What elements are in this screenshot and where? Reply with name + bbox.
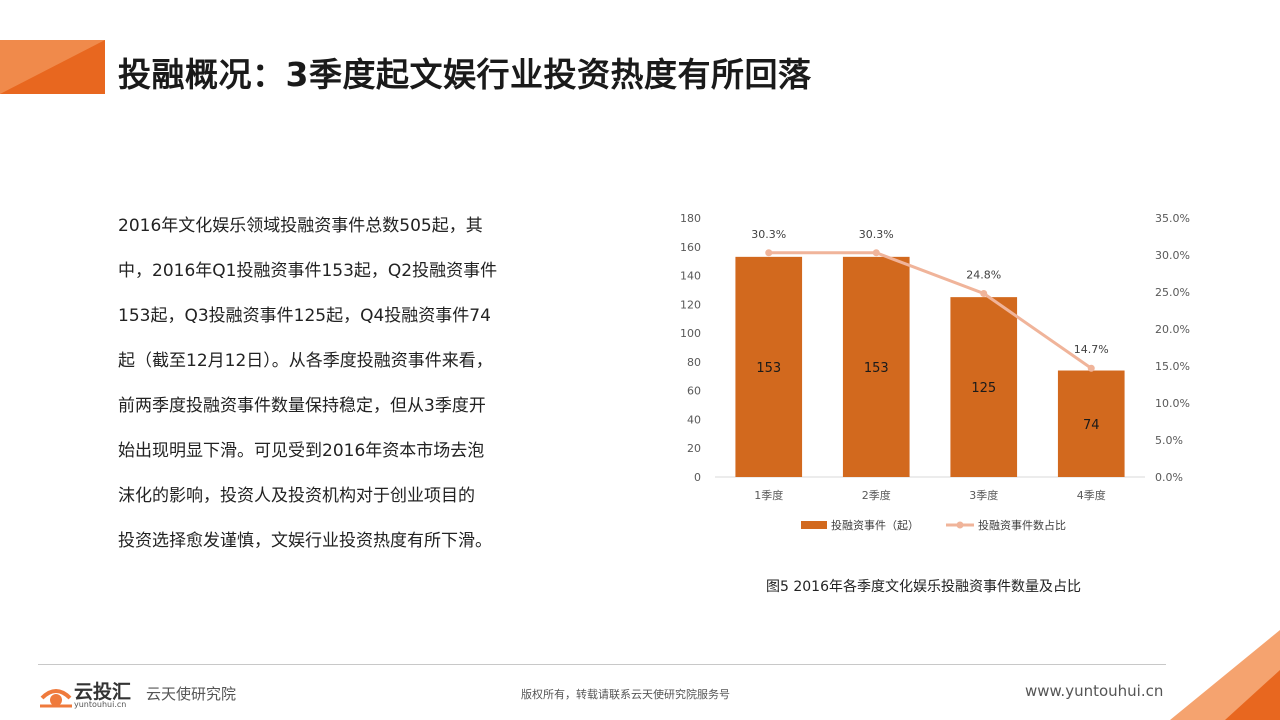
y-left-tick-label: 60	[687, 385, 701, 398]
y-left-tick-label: 120	[680, 298, 701, 311]
x-tick-label: 2季度	[862, 488, 891, 502]
share-line	[768, 251, 1093, 370]
bar-data-label: 153	[756, 361, 781, 376]
logo-name: 云投汇	[74, 681, 132, 703]
bar-data-label: 125	[971, 381, 996, 396]
y-left-tick-label: 100	[680, 327, 701, 340]
bar	[735, 256, 803, 477]
y-left-tick-label: 80	[687, 356, 701, 369]
y-left-tick-label: 0	[694, 471, 701, 484]
paragraph-line: 始出现明显下滑。可见受到2016年资本市场去泡	[118, 441, 485, 461]
paragraph-line: 前两季度投融资事件数量保持稳定，但从3季度开	[118, 396, 486, 416]
paragraph-line: 起（截至12月12日）。从各季度投融资事件来看，	[118, 351, 493, 371]
y-right-tick-label: 30.0%	[1155, 249, 1190, 262]
body-paragraph: 2016年文化娱乐领域投融资事件总数505起，其 中，2016年Q1投融资事件1…	[118, 204, 538, 564]
bar	[842, 256, 910, 477]
bar-data-label: 153	[864, 361, 889, 376]
line-data-label: 24.8%	[966, 268, 1001, 281]
line-data-label: 30.3%	[859, 228, 894, 241]
y-right-tick-label: 0.0%	[1155, 471, 1183, 484]
website-link[interactable]: www.yuntouhui.cn	[1025, 682, 1164, 700]
legend-bar-swatch	[801, 521, 827, 529]
paragraph-line: 投资选择愈发谨慎，文娱行业投资热度有所下滑。	[118, 531, 492, 551]
line-data-label: 30.3%	[751, 228, 786, 241]
y-right-tick-label: 35.0%	[1155, 212, 1190, 225]
copyright-notice: 版权所有，转载请联系云天使研究院服务号	[521, 688, 730, 701]
paragraph-line: 2016年文化娱乐领域投融资事件总数505起，其	[118, 216, 483, 236]
logo-domain: yuntouhui.cn	[74, 700, 127, 709]
y-right-tick-label: 5.0%	[1155, 434, 1183, 447]
y-left-tick-label: 20	[687, 442, 701, 455]
bar	[1057, 370, 1125, 477]
corner-decoration	[1170, 630, 1280, 720]
x-tick-label: 4季度	[1077, 488, 1106, 502]
legend-line-label: 投融资事件数占比	[978, 518, 1066, 532]
paragraph-line: 沫化的影响，投资人及投资机构对于创业项目的	[118, 486, 475, 506]
legend-bar-label: 投融资事件（起）	[831, 518, 919, 532]
y-left-tick-label: 160	[680, 241, 701, 254]
footer-divider	[38, 664, 1166, 665]
org-name: 云天使研究院	[146, 685, 237, 703]
bar	[950, 297, 1018, 477]
yuntouhui-logo-icon	[40, 689, 72, 708]
legend-line-marker	[956, 521, 964, 529]
line-data-label: 14.7%	[1074, 343, 1109, 356]
y-left-tick-label: 40	[687, 413, 701, 426]
y-right-tick-label: 15.0%	[1155, 360, 1190, 373]
page-title: 投融概况：3季度起文娱行业投资热度有所回落	[118, 55, 812, 94]
paragraph-line: 中，2016年Q1投融资事件153起，Q2投融资事件	[118, 261, 498, 281]
share-point	[872, 249, 880, 257]
x-tick-label: 1季度	[754, 488, 783, 502]
y-right-tick-label: 25.0%	[1155, 286, 1190, 299]
y-left-tick-label: 140	[680, 270, 701, 283]
chart-caption: 图5 2016年各季度文化娱乐投融资事件数量及占比	[766, 579, 1081, 595]
paragraph-line: 153起，Q3投融资事件125起，Q4投融资事件74	[118, 306, 491, 326]
share-point	[1087, 364, 1095, 372]
quarterly-investment-chart: 0 20 40 60 80 100 120 140 160 180 0.0% 5.0% 10.0% 15.…	[680, 212, 1190, 532]
share-point	[765, 249, 773, 257]
title-accent-bar	[0, 40, 105, 94]
bar-data-label: 74	[1083, 418, 1100, 433]
y-left-tick-label: 180	[680, 212, 701, 225]
x-tick-label: 3季度	[969, 488, 998, 502]
y-right-tick-label: 10.0%	[1155, 397, 1190, 410]
share-point	[980, 289, 988, 297]
y-right-tick-label: 20.0%	[1155, 323, 1190, 336]
